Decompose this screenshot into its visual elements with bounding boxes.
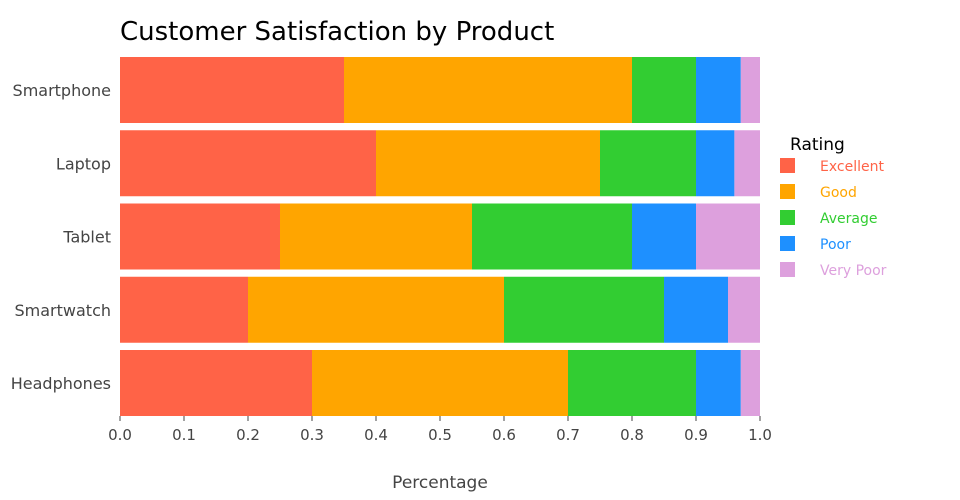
x-axis-title: Percentage	[392, 473, 488, 493]
x-tick-label: 0.8	[620, 426, 644, 444]
bar-headphones-poor	[696, 350, 741, 416]
y-tick-label: Tablet	[62, 228, 111, 247]
bar-smartphone-average	[632, 57, 696, 123]
legend-swatch	[780, 158, 795, 173]
bar-laptop-excellent	[120, 130, 376, 197]
x-tick-label: 1.0	[748, 426, 772, 444]
x-tick-label: 0.6	[492, 426, 516, 444]
legend-swatch	[780, 210, 795, 225]
bar-tablet-poor	[632, 203, 696, 270]
legend-label: Excellent	[820, 159, 884, 175]
bar-headphones-good	[312, 350, 568, 416]
bar-tablet-very-poor	[696, 203, 760, 270]
bar-smartphone-very-poor	[740, 57, 760, 123]
bar-tablet-good	[280, 203, 472, 270]
x-tick-label: 0.7	[556, 426, 580, 444]
bar-laptop-very-poor	[734, 130, 760, 197]
bar-smartwatch-average	[504, 276, 664, 343]
x-tick-label: 0.9	[684, 426, 708, 444]
legend-swatch	[780, 236, 795, 251]
bar-headphones-very-poor	[740, 350, 760, 416]
bar-headphones-average	[568, 350, 696, 416]
legend-title: Rating	[790, 135, 845, 155]
legend-label: Poor	[820, 237, 851, 253]
bar-smartphone-poor	[696, 57, 741, 123]
bar-tablet-average	[472, 203, 632, 270]
x-tick-label: 0.1	[172, 426, 196, 444]
y-tick-label: Laptop	[56, 154, 111, 173]
y-tick-label: Smartwatch	[15, 301, 112, 320]
legend-swatch	[780, 262, 795, 277]
legend-label: Good	[820, 185, 857, 201]
legend-label: Very Poor	[820, 263, 887, 279]
legend-swatch	[780, 184, 795, 199]
bar-laptop-poor	[696, 130, 735, 197]
y-tick-label: Smartphone	[13, 81, 111, 100]
y-axis-labels: Smartphone Laptop Tablet Smartwatch Headphon…	[11, 81, 111, 393]
bar-smartwatch-poor	[664, 276, 728, 343]
legend-label: Average	[820, 211, 878, 227]
bar-smartphone-excellent	[120, 57, 344, 123]
chart-title: Customer Satisfaction by Product	[120, 17, 554, 47]
bar-smartphone-good	[344, 57, 632, 123]
bar-smartwatch-excellent	[120, 276, 248, 343]
bar-headphones-excellent	[120, 350, 312, 416]
bar-laptop-average	[600, 130, 696, 197]
bar-laptop-good	[376, 130, 600, 197]
bar-smartwatch-very-poor	[728, 276, 760, 343]
y-tick-label: Headphones	[11, 374, 111, 393]
bars-group	[120, 57, 760, 416]
x-tick-label: 0.2	[236, 426, 260, 444]
x-tick-label: 0.4	[364, 426, 388, 444]
x-tick-label: 0.3	[300, 426, 324, 444]
x-axis: 0.0 0.1 0.2 0.3 0.4 0.5 0.6 0.7 0.8 0.9 1.0	[108, 416, 772, 444]
legend: Rating Excellent Good Average Poor Very Poor	[780, 135, 887, 279]
x-tick-label: 0.5	[428, 426, 452, 444]
bar-tablet-excellent	[120, 203, 280, 270]
bar-smartwatch-good	[248, 276, 504, 343]
x-tick-label: 0.0	[108, 426, 132, 444]
